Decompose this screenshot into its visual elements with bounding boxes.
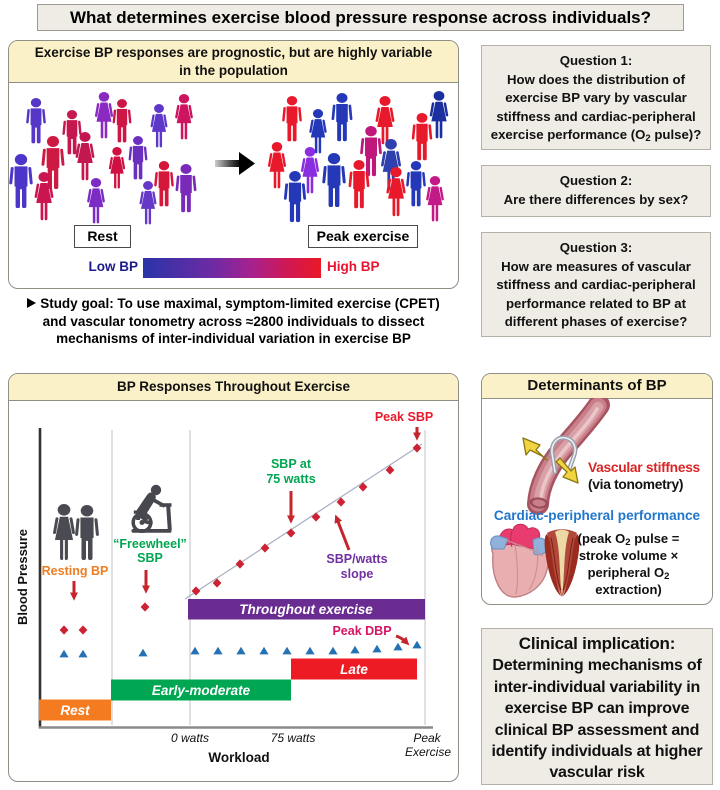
svg-text:Peak DBP: Peak DBP bbox=[332, 624, 391, 638]
svg-text:0 watts: 0 watts bbox=[171, 731, 209, 745]
svg-text:Peak SBP: Peak SBP bbox=[375, 410, 433, 424]
svg-text:Peak: Peak bbox=[413, 731, 441, 745]
svg-text:Late: Late bbox=[340, 662, 368, 677]
svg-text:Rest: Rest bbox=[60, 703, 90, 718]
svg-text:Early-moderate: Early-moderate bbox=[152, 683, 251, 698]
svg-text:Resting BP: Resting BP bbox=[42, 564, 109, 578]
svg-text:Blood Pressure: Blood Pressure bbox=[15, 529, 30, 625]
svg-text:75 watts: 75 watts bbox=[266, 472, 315, 486]
svg-text:Workload: Workload bbox=[208, 750, 269, 765]
svg-text:slope: slope bbox=[341, 567, 374, 581]
svg-text:SBP/watts: SBP/watts bbox=[326, 552, 387, 566]
svg-text:“Freewheel”: “Freewheel” bbox=[113, 537, 187, 551]
svg-text:SBP at: SBP at bbox=[271, 457, 312, 471]
svg-text:75 watts: 75 watts bbox=[271, 731, 316, 745]
svg-text:SBP: SBP bbox=[137, 551, 163, 565]
svg-text:Throughout exercise: Throughout exercise bbox=[239, 602, 373, 617]
svg-text:Exercise: Exercise bbox=[405, 745, 451, 759]
